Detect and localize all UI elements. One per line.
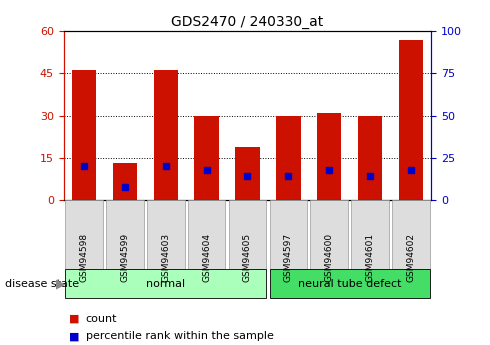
Text: disease state: disease state [5, 279, 79, 289]
Text: GSM94599: GSM94599 [121, 233, 129, 282]
Text: GSM94603: GSM94603 [161, 233, 171, 282]
Title: GDS2470 / 240330_at: GDS2470 / 240330_at [172, 14, 323, 29]
Text: GSM94605: GSM94605 [243, 233, 252, 282]
Text: GSM94601: GSM94601 [366, 233, 374, 282]
Text: ▶: ▶ [56, 277, 66, 290]
Bar [153, 70, 178, 200]
Text: count: count [86, 314, 117, 324]
Text: GSM94598: GSM94598 [79, 233, 89, 282]
Bar [398, 39, 423, 200]
Bar [358, 116, 382, 200]
Text: normal: normal [146, 279, 185, 289]
Text: GSM94597: GSM94597 [284, 233, 293, 282]
Bar [195, 116, 219, 200]
Bar [72, 70, 97, 200]
Bar [235, 147, 260, 200]
Text: ■: ■ [69, 332, 79, 341]
Text: GSM94602: GSM94602 [406, 233, 416, 282]
Bar [317, 113, 342, 200]
Text: neural tube defect: neural tube defect [298, 279, 401, 289]
Text: percentile rank within the sample: percentile rank within the sample [86, 332, 273, 341]
Bar [113, 164, 137, 200]
Bar [276, 116, 300, 200]
Text: GSM94600: GSM94600 [324, 233, 334, 282]
Text: ■: ■ [69, 314, 79, 324]
Text: GSM94604: GSM94604 [202, 233, 211, 282]
